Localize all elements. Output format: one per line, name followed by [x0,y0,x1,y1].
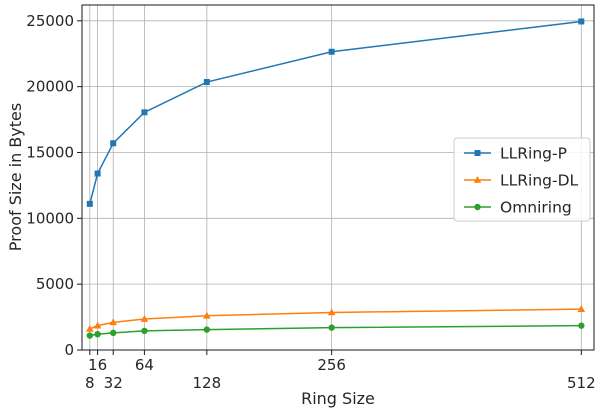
legend-label-llring-p: LLRing-P [500,145,567,163]
x-tick-label: 256 [317,356,346,374]
data-point-omniring [141,327,148,335]
data-point-llring-p [141,109,148,116]
legend-label-llring-dl: LLRing-DL [500,172,579,190]
y-axis-label: Proof Size in Bytes [6,103,25,251]
y-tick-label: 25000 [26,12,74,30]
data-point-omniring [94,330,101,338]
data-point-llring-p [86,200,93,207]
data-point-omniring [328,324,335,331]
y-tick-label: 5000 [36,275,74,293]
legend-label-omniring: Omniring [500,199,572,217]
x-tick-label: 128 [193,374,222,392]
data-point-llring-dl [203,311,211,319]
y-axis-ticks: 0 5000 10000 15000 20000 25000 [26,12,82,359]
x-tick-label: 512 [567,374,596,392]
data-point-llring-dl [86,324,94,332]
y-tick-label: 15000 [26,143,74,161]
data-point-llring-dl [577,305,586,312]
legend-box [453,137,591,222]
data-point-omniring [203,326,211,333]
series-omniring [86,322,585,339]
data-point-omniring [578,322,585,329]
legend-marker-omniring [474,203,481,211]
series-layer [86,18,586,339]
plot-frame [81,4,595,351]
y-tick-label: 10000 [26,209,74,227]
data-point-llring-dl [327,308,336,316]
data-point-llring-dl [140,315,149,322]
data-point-omniring [86,332,94,339]
series-llring-dl [86,305,586,332]
data-point-omniring [110,329,117,337]
x-axis-label: Ring Size [301,389,375,408]
series-llring-p [86,18,585,207]
y-tick-label: 0 [64,341,74,359]
data-point-llring-p [203,79,210,86]
data-point-llring-p [94,170,101,177]
data-point-llring-dl [109,318,118,326]
data-point-llring-dl [93,321,102,329]
x-tick-label: 8 [85,374,95,392]
x-tick-label: 32 [104,374,123,392]
legend-marker-llring-p [474,150,481,156]
grid [82,5,594,351]
data-point-llring-p [110,140,117,147]
y-tick-label: 20000 [26,78,74,96]
legend-marker-llring-dl [473,176,482,183]
x-tick-label: 16 [88,356,107,374]
x-tick-label: 64 [135,356,154,374]
data-point-llring-p [578,18,585,25]
legend: LLRing-P LLRing-DL Omniring [453,137,591,222]
data-point-llring-p [328,48,335,55]
